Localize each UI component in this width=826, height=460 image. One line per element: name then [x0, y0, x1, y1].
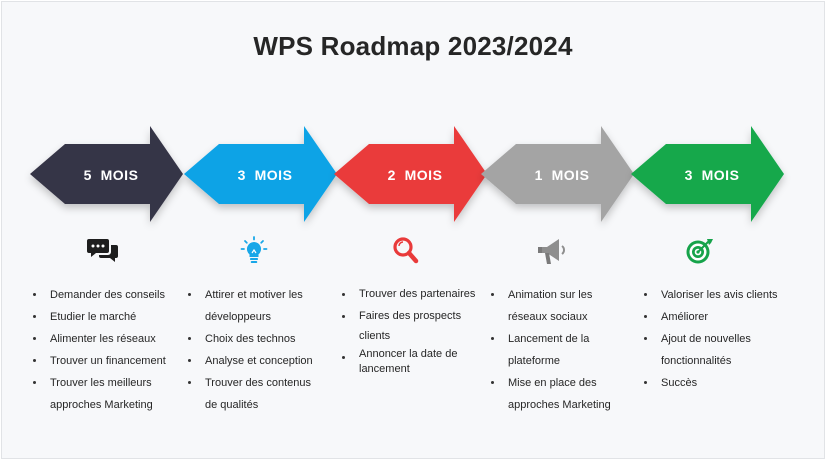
list-item-text: Lancement de la	[508, 333, 590, 345]
phase-duration-label: 3 MOIS	[684, 167, 740, 183]
arrow-shape-2	[184, 126, 337, 222]
list-item: Attirer et motiver les développeurs	[186, 284, 313, 328]
list-item: Lancement de la plateforme	[489, 328, 611, 372]
list-item-text: de qualités	[205, 399, 259, 411]
arrow-shape-1	[30, 126, 183, 222]
list-item-text: Trouver un financement	[50, 355, 166, 367]
list-item-text: Améliorer	[661, 311, 709, 323]
list-item-text: Ajout de nouvelles	[661, 333, 751, 345]
list-item: Valoriser les avis clients	[642, 284, 778, 306]
list-item: Annoncer la date de lancement	[340, 347, 475, 377]
list-item: Demander des conseils	[31, 284, 166, 306]
list-item-text: Demander des conseils	[50, 289, 165, 301]
list-item-text: réseaux sociaux	[508, 311, 588, 323]
arrow-fill	[481, 126, 634, 222]
list-item-text: Annoncer la date de	[359, 348, 458, 360]
list-item-text: développeurs	[205, 311, 272, 323]
arrow-fill	[30, 126, 183, 222]
phase-arrow-5: 3 MOIS	[631, 122, 793, 228]
phase-arrow-2: 3 MOIS	[184, 122, 346, 228]
phase-arrow-1: 5 MOIS	[30, 122, 192, 228]
list-item-text: Mise en place des	[508, 377, 597, 389]
list-item: Succès	[642, 372, 778, 394]
phase-arrow-3: 2 MOIS	[334, 122, 496, 228]
list-item-text: Analyse et conception	[205, 355, 313, 367]
list-item-text: Trouver des contenus	[205, 377, 311, 389]
list-item-text: Etudier le marché	[50, 311, 137, 323]
megaphone-icon	[537, 236, 569, 266]
phase-duration-label: 1 MOIS	[534, 167, 590, 183]
phase-duration-label: 3 MOIS	[237, 167, 293, 183]
list-item: Trouver les meilleurs approches Marketin…	[31, 372, 166, 416]
arrow-shape-3	[334, 126, 487, 222]
list-item: Etudier le marché	[31, 306, 166, 328]
chat-bubbles-icon	[87, 236, 119, 266]
list-item-text: Valoriser les avis clients	[661, 289, 778, 301]
list-item-text: Succès	[661, 377, 698, 389]
list-item-text: Animation sur les	[508, 289, 593, 301]
list-item-text: approches Marketing	[508, 399, 611, 411]
phase-duration-label: 5 MOIS	[83, 167, 139, 183]
list-item: Améliorer	[642, 306, 778, 328]
list-item-text: Alimenter les réseaux	[50, 333, 156, 345]
phase-list-3: Trouver des partenaires Faires des prosp…	[340, 284, 475, 377]
list-item: Trouver des contenus de qualités	[186, 372, 313, 416]
target-icon	[684, 236, 716, 266]
list-item-text: Choix des technos	[205, 333, 296, 345]
phase-list-1: Demander des conseils Etudier le marché …	[31, 284, 166, 416]
list-item: Trouver des partenaires	[340, 284, 475, 304]
list-item-text: clients	[359, 330, 391, 342]
arrow-fill	[334, 126, 487, 222]
arrow-fill	[184, 126, 337, 222]
list-item-text: lancement	[359, 363, 410, 375]
list-item: Trouver un financement	[31, 350, 166, 372]
phase-duration-label: 2 MOIS	[387, 167, 443, 183]
list-item-text: Trouver des partenaires	[359, 288, 476, 300]
list-item-text: fonctionnalités	[661, 355, 732, 367]
list-item-text: Trouver les meilleurs	[50, 377, 152, 389]
phase-list-5: Valoriser les avis clients Améliorer Ajo…	[642, 284, 778, 394]
list-item: Choix des technos	[186, 328, 313, 350]
arrow-shape-4	[481, 126, 634, 222]
list-item-text: plateforme	[508, 355, 560, 367]
list-item: Ajout de nouvelles fonctionnalités	[642, 328, 778, 372]
list-item: Faires des prospects clients	[340, 306, 475, 346]
phase-list-2: Attirer et motiver les développeurs Choi…	[186, 284, 313, 416]
list-item-text: Attirer et motiver les	[205, 289, 303, 301]
list-item: Mise en place des approches Marketing	[489, 372, 611, 416]
arrow-shape-5	[631, 126, 784, 222]
list-item-text: Faires des prospects	[359, 310, 462, 322]
phase-arrow-4: 1 MOIS	[481, 122, 643, 228]
list-item: Analyse et conception	[186, 350, 313, 372]
list-item-text: approches Marketing	[50, 399, 153, 411]
list-item: Animation sur les réseaux sociaux	[489, 284, 611, 328]
lightbulb-icon	[238, 236, 270, 266]
phase-list-4: Animation sur les réseaux sociaux Lancem…	[489, 284, 611, 416]
arrow-fill	[631, 126, 784, 222]
roadmap-title: WPS Roadmap 2023/2024	[253, 31, 573, 61]
list-item: Alimenter les réseaux	[31, 328, 166, 350]
magnifier-icon	[390, 236, 422, 266]
